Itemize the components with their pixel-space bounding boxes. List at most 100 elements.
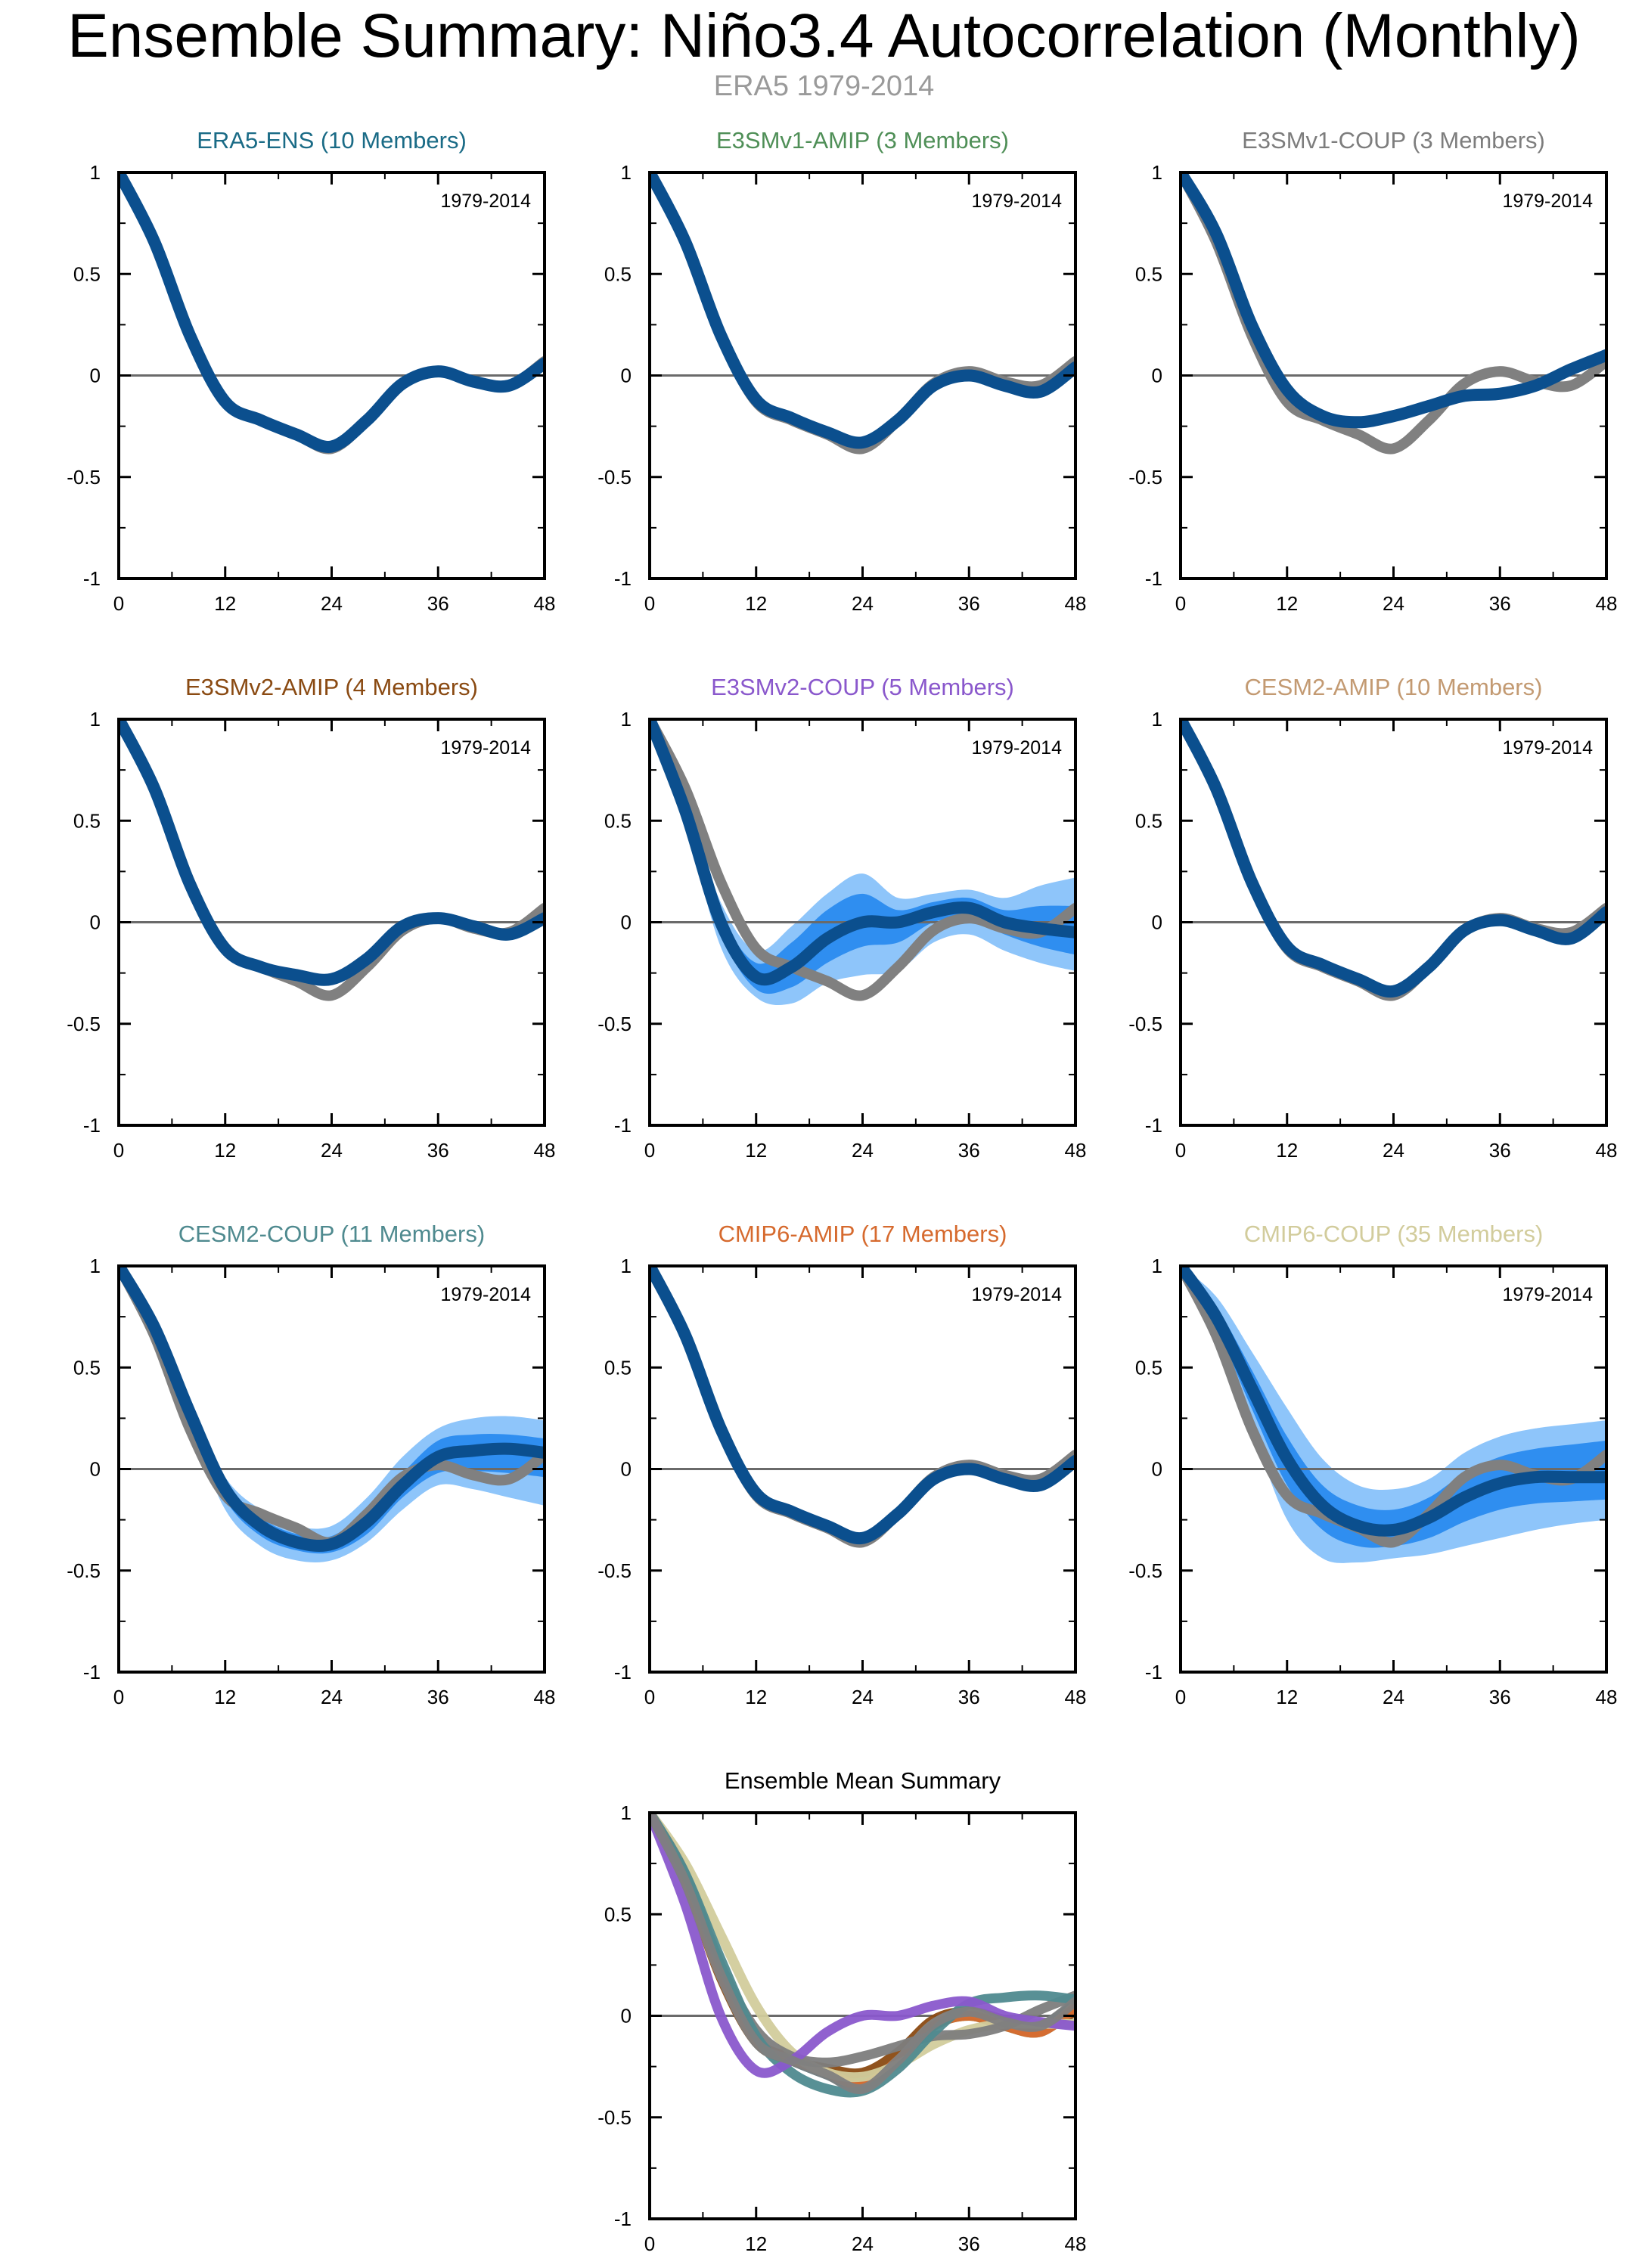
panel-e3smv1-coup-3-members: E3SMv1-COUP (3 Members) 0 12 24 36 48 1 0.5 0 -0.… xyxy=(1128,127,1617,615)
y-tick-label: -1 xyxy=(614,1114,632,1137)
figure-title: Ensemble Summary: Niño3.4 Autocorrelatio… xyxy=(67,2,1581,70)
x-tick-label: 36 xyxy=(958,592,980,615)
x-tick-label: 12 xyxy=(1276,1139,1298,1162)
panel-e3smv1-amip-3-members: E3SMv1-AMIP (3 Members) 0 12 24 36 48 1 0.5 0 -0.… xyxy=(597,127,1086,615)
y-tick-label: -1 xyxy=(614,2207,632,2230)
y-tick-label: -1 xyxy=(614,567,632,590)
series-line-ensemble-mean xyxy=(1181,719,1606,998)
series-line-ensemble-mean xyxy=(1181,1266,1606,1537)
x-tick-label: 12 xyxy=(745,1139,767,1162)
y-tick-label: 0.5 xyxy=(604,262,632,285)
plot-data xyxy=(1181,172,1606,455)
plot-data xyxy=(650,1813,1075,2098)
y-tick-label: 0 xyxy=(621,1458,632,1481)
x-tick-label: 24 xyxy=(1383,1686,1404,1708)
x-tick-label: 0 xyxy=(1175,592,1186,615)
panel-e3smv2-amip-4-members: E3SMv2-AMIP (4 Members) 0 12 24 36 48 1 0.5 0 -0.… xyxy=(67,674,555,1162)
y-tick-label: 0 xyxy=(621,2005,632,2028)
panel-title: ERA5-ENS (10 Members) xyxy=(197,127,467,154)
x-tick-label: 0 xyxy=(644,1139,655,1162)
x-tick-label: 12 xyxy=(1276,592,1298,615)
y-tick-label: 0.5 xyxy=(73,262,101,285)
x-tick-label: 0 xyxy=(113,1686,124,1708)
plot-data xyxy=(650,1266,1075,1548)
y-tick-label: 1 xyxy=(1152,161,1162,184)
series-line-ensemble-mean xyxy=(650,172,1075,449)
y-tick-label: 0.5 xyxy=(73,1356,101,1379)
series-line-e3smv2-coup xyxy=(650,1813,1075,2078)
x-tick-label: 12 xyxy=(214,592,236,615)
y-tick-label: -1 xyxy=(83,1114,101,1137)
plot-data xyxy=(650,719,1075,1006)
panel-title: E3SMv1-COUP (3 Members) xyxy=(1242,127,1545,154)
y-tick-label: -0.5 xyxy=(597,1013,632,1035)
panel-cesm2-amip-10-members: CESM2-AMIP (10 Members) 0 12 24 36 48 1 0.5 0 -0.… xyxy=(1128,674,1617,1162)
x-tick-label: 0 xyxy=(1175,1686,1186,1708)
y-tick-label: 1 xyxy=(621,161,632,184)
spread-band-outer xyxy=(650,719,1075,1006)
plot-data xyxy=(1181,1266,1606,1563)
x-tick-label: 24 xyxy=(1383,592,1404,615)
y-tick-label: 1 xyxy=(90,708,101,731)
y-tick-label: -0.5 xyxy=(67,1559,101,1582)
x-tick-label: 12 xyxy=(214,1139,236,1162)
period-annotation: 1979-2014 xyxy=(971,191,1062,212)
x-tick-label: 48 xyxy=(1596,592,1618,615)
x-tick-label: 12 xyxy=(745,1686,767,1708)
y-tick-label: -1 xyxy=(83,567,101,590)
period-annotation: 1979-2014 xyxy=(1502,191,1593,212)
x-tick-label: 24 xyxy=(852,2232,874,2255)
y-tick-label: 1 xyxy=(90,1255,101,1277)
period-annotation: 1979-2014 xyxy=(1502,737,1593,759)
y-tick-label: -0.5 xyxy=(1128,466,1162,489)
panel-title: CMIP6-AMIP (17 Members) xyxy=(718,1221,1007,1247)
y-tick-label: -1 xyxy=(1145,1661,1162,1683)
x-tick-label: 12 xyxy=(214,1686,236,1708)
y-tick-label: 1 xyxy=(621,1255,632,1277)
x-tick-label: 36 xyxy=(958,1139,980,1162)
x-tick-label: 0 xyxy=(644,2232,655,2255)
panel-title: E3SMv2-AMIP (4 Members) xyxy=(185,674,478,700)
y-tick-label: 1 xyxy=(621,1801,632,1824)
x-tick-label: 36 xyxy=(1489,592,1511,615)
y-tick-label: -0.5 xyxy=(67,1013,101,1035)
panel-title: CESM2-AMIP (10 Members) xyxy=(1245,674,1543,700)
y-tick-label: 1 xyxy=(90,161,101,184)
x-tick-label: 24 xyxy=(852,592,874,615)
panel-title: E3SMv1-AMIP (3 Members) xyxy=(716,127,1009,154)
y-tick-label: 0 xyxy=(621,365,632,387)
series-line-ensemble-mean xyxy=(119,1266,545,1553)
y-tick-label: 1 xyxy=(1152,708,1162,731)
period-annotation: 1979-2014 xyxy=(440,191,531,212)
series-line-ensemble-mean xyxy=(1181,172,1606,429)
y-tick-label: 0.5 xyxy=(73,809,101,832)
panel-ensemble-mean-summary: Ensemble Mean Summary 0 12 24 36 48 1 0.5 0 -0.5 -… xyxy=(597,1767,1086,2255)
x-tick-label: 48 xyxy=(1065,592,1087,615)
panel-cmip6-amip-17-members: CMIP6-AMIP (17 Members) 0 12 24 36 48 1 0.5 0 -0.… xyxy=(597,1221,1086,1708)
x-tick-label: 12 xyxy=(745,592,767,615)
y-tick-label: 0 xyxy=(1152,365,1162,387)
x-tick-label: 12 xyxy=(745,2232,767,2255)
x-tick-label: 24 xyxy=(1383,1139,1404,1162)
y-tick-label: 0 xyxy=(621,911,632,934)
y-tick-label: -0.5 xyxy=(597,466,632,489)
x-tick-label: 0 xyxy=(644,1686,655,1708)
spread-band-inner xyxy=(650,719,1075,994)
series-line-ensemble-mean xyxy=(650,719,1075,986)
x-tick-label: 48 xyxy=(534,1686,556,1708)
figure-subtitle: ERA5 1979-2014 xyxy=(713,70,935,102)
x-tick-label: 0 xyxy=(113,1139,124,1162)
y-tick-label: 0 xyxy=(90,1458,101,1481)
y-tick-label: 0.5 xyxy=(1135,809,1162,832)
series-line-ensemble-mean xyxy=(119,719,545,986)
series-line-ensemble-mean xyxy=(650,1266,1075,1545)
plot-data xyxy=(119,1266,545,1563)
x-tick-label: 48 xyxy=(534,1139,556,1162)
x-tick-label: 0 xyxy=(1175,1139,1186,1162)
y-tick-label: -1 xyxy=(83,1661,101,1683)
y-tick-label: -0.5 xyxy=(597,2106,632,2129)
period-annotation: 1979-2014 xyxy=(971,737,1062,759)
x-tick-label: 48 xyxy=(1065,2232,1087,2255)
y-tick-label: 0.5 xyxy=(1135,262,1162,285)
